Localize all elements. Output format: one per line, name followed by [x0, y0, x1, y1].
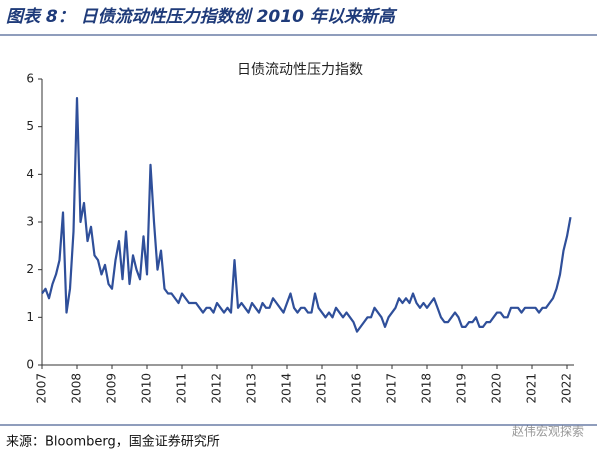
y-tick-label: 1	[26, 310, 34, 324]
data-line	[41, 96, 572, 333]
chart-title: 日债流动性压力指数	[237, 62, 363, 78]
x-tick-label: 2018	[420, 373, 434, 404]
x-tick-label: 2007	[35, 373, 49, 404]
y-tick-label: 5	[26, 119, 34, 133]
watermark: 赵伟宏观探索	[512, 424, 584, 439]
x-tick-label: 2022	[560, 373, 574, 404]
source: 来源：Bloomberg，国金证券研究所	[6, 434, 220, 450]
x-tick-label: 2014	[280, 373, 294, 404]
x-tick-label: 2009	[105, 373, 119, 404]
header: 图表 8： 日债流动性压力指数创 2010 年以来新高	[6, 7, 398, 27]
x-tick-label: 2011	[175, 373, 189, 404]
y-tick-label: 0	[26, 358, 34, 372]
x-tick-label: 2021	[525, 373, 539, 404]
x-tick-label: 2013	[245, 373, 259, 404]
x-tick-label: 2019	[455, 373, 469, 404]
x-tick-label: 2015	[315, 373, 329, 404]
x-tick-label: 2010	[140, 373, 154, 404]
x-tick-label: 2008	[70, 373, 84, 404]
x-tick-label: 2012	[210, 373, 224, 404]
y-tick-label: 6	[26, 72, 34, 86]
x-tick-label: 2020	[490, 373, 504, 404]
y-tick-label: 3	[26, 215, 34, 229]
y-tick-label: 2	[26, 262, 34, 276]
y-tick-label: 4	[26, 167, 34, 181]
x-tick-label: 2017	[385, 373, 399, 404]
x-tick-label: 2016	[350, 373, 364, 404]
